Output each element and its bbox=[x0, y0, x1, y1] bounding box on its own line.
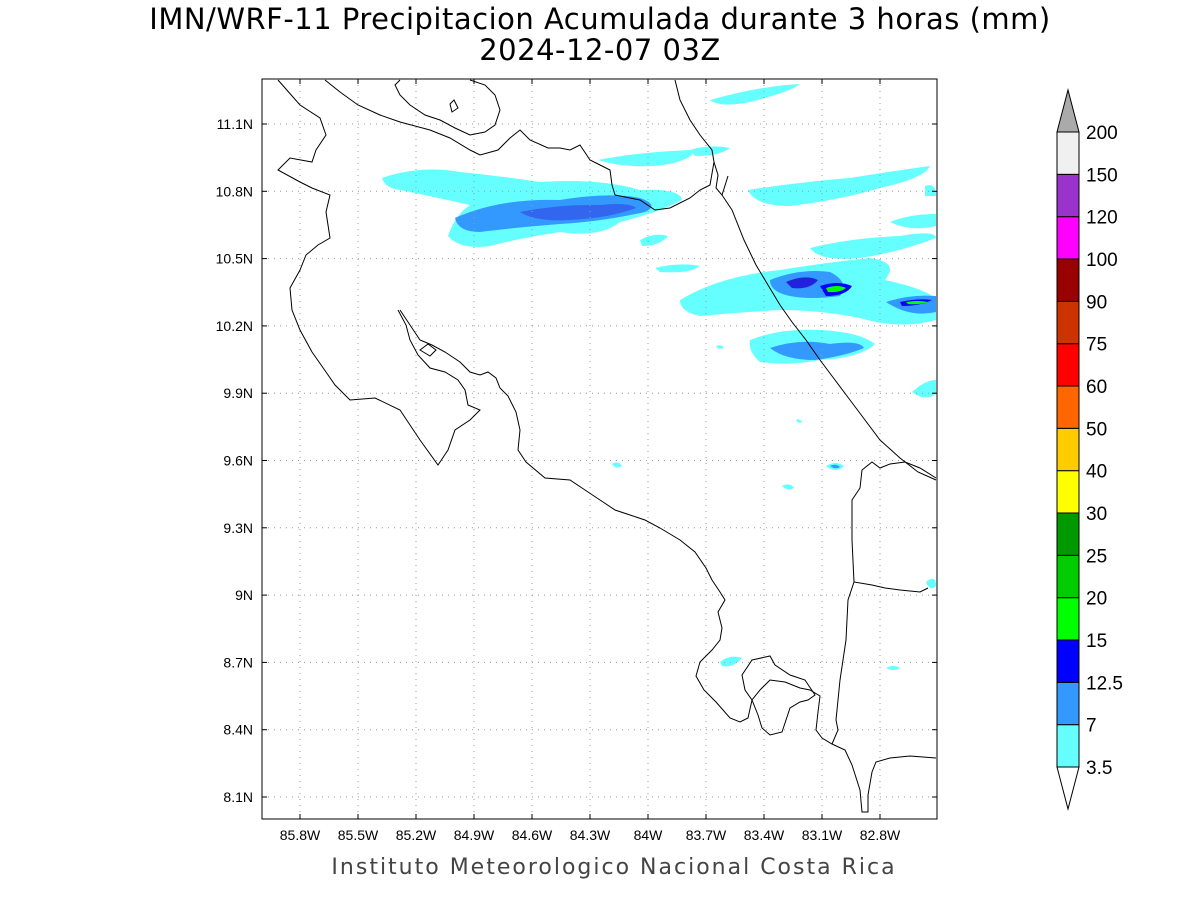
colorbar-label: 50 bbox=[1086, 419, 1107, 440]
colorbar-label: 75 bbox=[1086, 335, 1107, 356]
colorbar-label: 15 bbox=[1086, 631, 1107, 652]
precip-area-cyan bbox=[796, 419, 802, 423]
precip-area-cyan bbox=[690, 146, 730, 156]
border-nicaragua bbox=[324, 79, 715, 211]
colorbar-swatch bbox=[1056, 681, 1080, 726]
lon-label: 84W bbox=[634, 827, 664, 843]
colorbar-label: 60 bbox=[1086, 377, 1107, 398]
lon-label: 83.4W bbox=[744, 827, 785, 843]
lon-label: 85.5W bbox=[338, 827, 379, 843]
lon-label: 84.3W bbox=[570, 827, 611, 843]
latitude-labels: 11.1N 10.8N 10.5N 10.2N 9.9N 9.6N 9.3N 9N 8.7N 8.… bbox=[216, 116, 253, 805]
footer-credit: Instituto Meteorologico Nacional Costa R… bbox=[331, 855, 897, 880]
colorbar-label: 100 bbox=[1086, 250, 1118, 271]
lat-label: 9.6N bbox=[223, 453, 253, 469]
precip-area-cyan bbox=[720, 656, 742, 667]
border-north-east bbox=[721, 175, 729, 196]
colorbar-swatch bbox=[1056, 385, 1080, 429]
precip-area-cyan bbox=[912, 380, 936, 398]
map-title: IMN/WRF-11 Precipitacion Acumulada duran… bbox=[149, 2, 1051, 36]
coastlines bbox=[277, 79, 937, 813]
lat-label: 11.1N bbox=[217, 116, 253, 132]
lat-label: 10.5N bbox=[216, 251, 253, 267]
colorbar-label: 120 bbox=[1086, 208, 1118, 229]
lat-label: 9N bbox=[235, 587, 253, 603]
coastline-pacific-north bbox=[277, 79, 481, 466]
colorbar-swatch bbox=[1056, 216, 1080, 260]
precip-area-blue bbox=[786, 277, 818, 289]
colorbar-label: 3.5 bbox=[1086, 758, 1112, 779]
border-panama-south bbox=[831, 581, 855, 745]
colorbar-swatch bbox=[1056, 597, 1080, 641]
precip-area-cyan bbox=[598, 150, 693, 167]
island-nicaragua-lake bbox=[449, 99, 459, 113]
colorbar-label: 90 bbox=[1086, 292, 1107, 313]
colorbar-label: 40 bbox=[1086, 462, 1107, 483]
colorbar-label: 20 bbox=[1086, 589, 1107, 610]
lat-label: 9.9N bbox=[223, 385, 253, 401]
lat-label: 10.2N bbox=[216, 318, 253, 334]
precip-area-green bbox=[906, 301, 928, 305]
precip-area-lightblue bbox=[770, 341, 864, 360]
colorbar-swatch bbox=[1056, 470, 1080, 514]
colorbar-swatch bbox=[1056, 639, 1080, 683]
map-datetime: 2024-12-07 03Z bbox=[479, 33, 721, 67]
coastline-nicaragua-lake bbox=[394, 79, 501, 136]
precipitation-areas bbox=[382, 84, 936, 670]
precip-area-cyan bbox=[748, 166, 930, 206]
precip-area-cyan bbox=[886, 666, 900, 670]
border-panama bbox=[851, 461, 937, 593]
map-gridlines bbox=[262, 79, 937, 819]
colorbar-swatch bbox=[1056, 512, 1080, 556]
lon-label: 85.2W bbox=[396, 827, 437, 843]
lat-label: 8.7N bbox=[223, 654, 253, 670]
colorbar-label: 25 bbox=[1086, 546, 1107, 567]
lon-label: 83.1W bbox=[802, 827, 843, 843]
precip-area-lightblue bbox=[830, 464, 840, 469]
colorbar-swatch bbox=[1056, 554, 1080, 599]
colorbar-swatch bbox=[1056, 427, 1080, 472]
colorbar-swatch bbox=[1056, 724, 1080, 768]
precip-area-blue bbox=[520, 204, 636, 221]
colorbar-label: 200 bbox=[1086, 123, 1118, 144]
colorbar-label: 150 bbox=[1086, 165, 1118, 186]
precip-area-cyan bbox=[782, 484, 794, 490]
colorbar-label: 30 bbox=[1086, 504, 1107, 525]
precip-area-cyan bbox=[612, 462, 622, 468]
precip-area-cyan bbox=[710, 84, 800, 105]
lon-label: 82.8W bbox=[860, 827, 901, 843]
precip-area-cyan bbox=[640, 234, 668, 246]
island-chira bbox=[419, 343, 437, 357]
coastline-nicoya-gulf bbox=[399, 309, 937, 813]
colorbar: 3.5 7 12.5 15 20 25 30 40 50 60 75 90 100 120 150 200 bbox=[1056, 88, 1123, 811]
map-frame bbox=[261, 78, 938, 820]
precip-area-cyan bbox=[890, 214, 936, 229]
precip-area-cyan bbox=[810, 233, 936, 259]
lat-label: 8.4N bbox=[223, 722, 253, 738]
colorbar-swatch bbox=[1056, 131, 1080, 175]
lat-label: 10.8N bbox=[216, 183, 253, 199]
precip-area-cyan bbox=[925, 185, 936, 196]
colorbar-swatch bbox=[1056, 343, 1080, 387]
lon-label: 85.8W bbox=[280, 827, 321, 843]
coastline-osa-peninsula bbox=[741, 655, 816, 736]
colorbar-top-arrow bbox=[1056, 88, 1080, 133]
lat-label: 9.3N bbox=[223, 520, 253, 536]
colorbar-swatch bbox=[1056, 173, 1080, 218]
colorbar-swatch bbox=[1056, 300, 1080, 345]
colorbar-label: 12.5 bbox=[1086, 673, 1123, 694]
colorbar-swatch bbox=[1056, 258, 1080, 302]
precip-area-green bbox=[826, 286, 846, 293]
colorbar-bottom-arrow bbox=[1056, 766, 1080, 811]
lat-label: 8.1N bbox=[223, 789, 253, 805]
precip-area-cyan bbox=[926, 578, 936, 589]
lon-label: 84.9W bbox=[454, 827, 495, 843]
precip-area-cyan bbox=[655, 264, 700, 273]
colorbar-label: 7 bbox=[1086, 716, 1097, 737]
longitude-labels: 85.8W 85.5W 85.2W 84.9W 84.6W 84.3W 84W 83.7W 83… bbox=[280, 827, 901, 843]
lon-label: 84.6W bbox=[512, 827, 553, 843]
precip-area-cyan bbox=[716, 345, 724, 349]
lon-label: 83.7W bbox=[686, 827, 727, 843]
